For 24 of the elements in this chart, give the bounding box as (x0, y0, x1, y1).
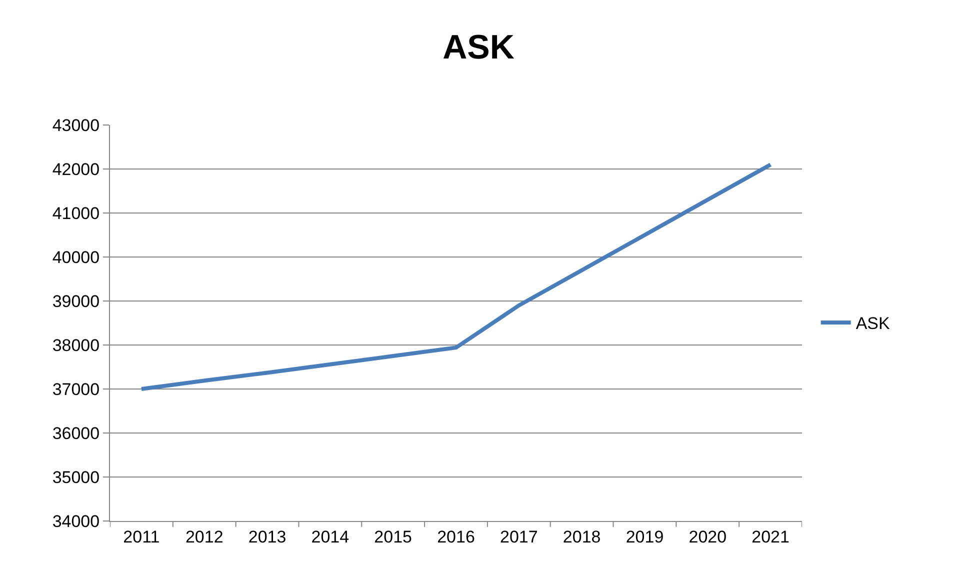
x-tick-label: 2015 (374, 527, 412, 546)
chart-title: ASK (442, 28, 515, 67)
x-tick-label: 2020 (688, 527, 727, 546)
x-tick-label: 2017 (500, 527, 538, 546)
line-series (139, 162, 773, 391)
x-tick-label: 2011 (123, 527, 160, 546)
y-tick-label: 43000 (52, 116, 100, 135)
y-tick-label: 40000 (52, 248, 100, 267)
y-tick-label: 41000 (52, 204, 100, 223)
x-tick-label: 2012 (185, 527, 224, 546)
y-tick-label: 39000 (52, 292, 100, 311)
x-tick-label: 2014 (311, 527, 350, 546)
x-tick-label: 2019 (626, 527, 664, 546)
x-tick-label: 2013 (248, 527, 286, 546)
y-tick-label: 38000 (52, 336, 100, 355)
x-tick-label: 2018 (562, 527, 601, 546)
y-tick-label: 37000 (52, 380, 100, 399)
y-tick-label: 36000 (52, 424, 100, 443)
y-tick-label: 42000 (52, 160, 100, 179)
y-tick-label: 34000 (52, 512, 100, 531)
legend-label: ASK (856, 314, 891, 334)
x-tick-label: 2016 (437, 527, 475, 546)
x-tick-label: 2021 (752, 527, 790, 546)
y-tick-label: 35000 (52, 468, 100, 487)
